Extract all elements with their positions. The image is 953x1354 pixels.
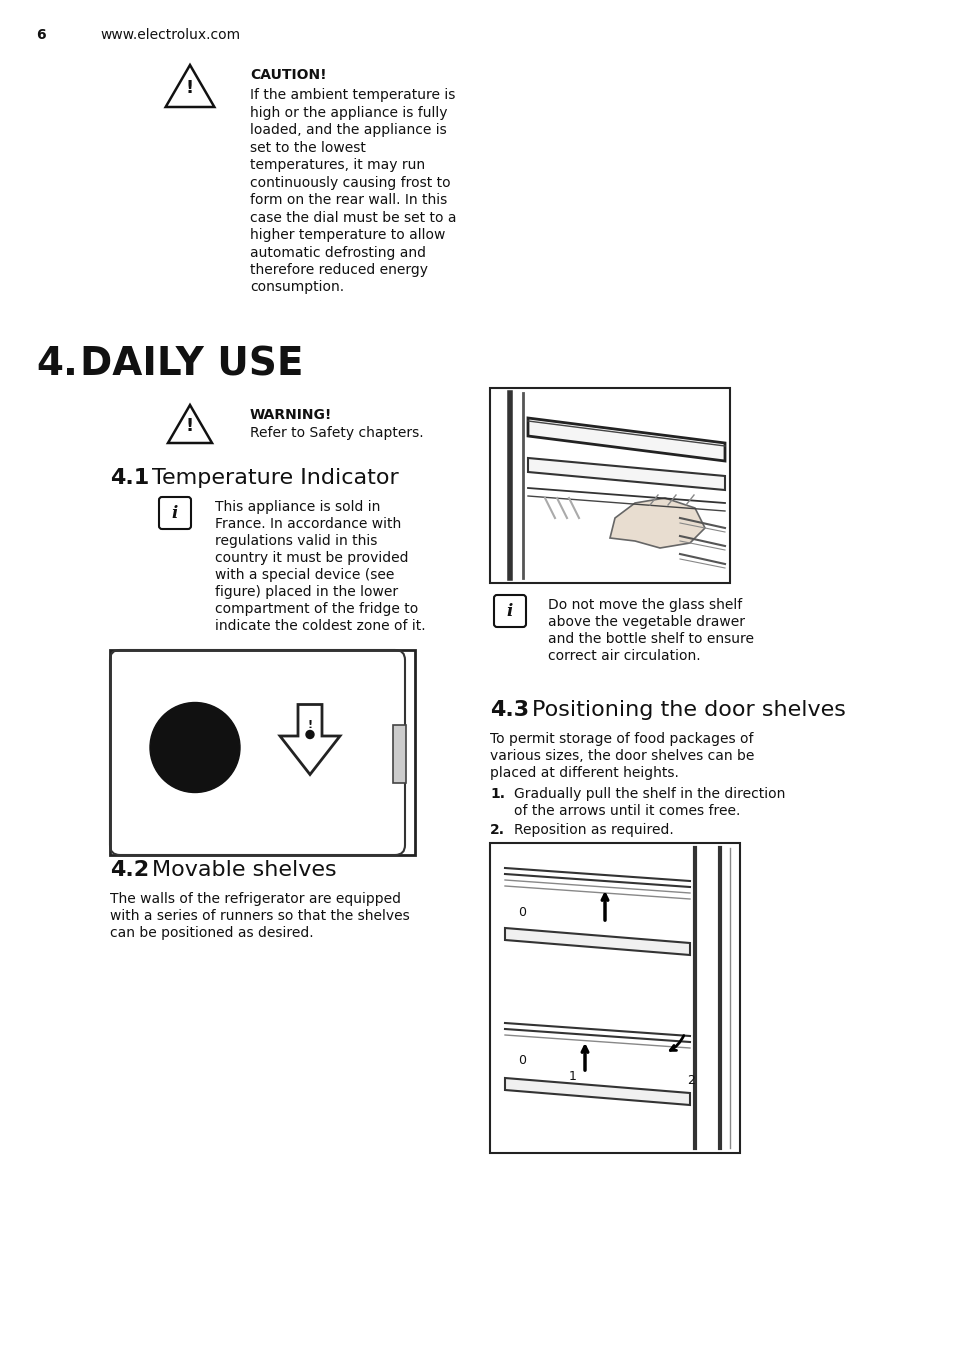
Text: DAILY USE: DAILY USE — [80, 345, 303, 383]
Polygon shape — [527, 418, 724, 460]
Text: i: i — [172, 505, 178, 523]
Polygon shape — [168, 405, 212, 443]
Bar — [490, 844, 740, 1154]
Text: To permit storage of food packages of: To permit storage of food packages of — [490, 733, 753, 746]
Text: loaded, and the appliance is: loaded, and the appliance is — [250, 123, 446, 137]
Text: Movable shelves: Movable shelves — [152, 860, 336, 880]
Text: 4.2: 4.2 — [110, 860, 149, 880]
Polygon shape — [504, 1078, 689, 1105]
Text: 0: 0 — [517, 906, 525, 919]
Text: Reposition as required.: Reposition as required. — [514, 823, 673, 837]
Text: higher temperature to allow: higher temperature to allow — [250, 227, 445, 242]
Circle shape — [306, 731, 314, 738]
Text: compartment of the fridge to: compartment of the fridge to — [214, 603, 417, 616]
Text: i: i — [506, 604, 513, 620]
Text: The walls of the refrigerator are equipped: The walls of the refrigerator are equipp… — [110, 892, 400, 906]
Text: and the bottle shelf to ensure: and the bottle shelf to ensure — [547, 632, 753, 646]
Text: CAUTION!: CAUTION! — [250, 68, 326, 83]
Text: figure) placed in the lower: figure) placed in the lower — [214, 585, 397, 598]
Bar — [490, 389, 729, 584]
Text: case the dial must be set to a: case the dial must be set to a — [250, 210, 456, 225]
Polygon shape — [504, 927, 689, 955]
Text: France. In accordance with: France. In accordance with — [214, 517, 401, 531]
Text: 1.: 1. — [490, 787, 504, 802]
Text: 0: 0 — [517, 1053, 525, 1067]
Text: country it must be provided: country it must be provided — [214, 551, 408, 565]
Text: Gradually pull the shelf in the direction: Gradually pull the shelf in the directio… — [514, 787, 784, 802]
Text: above the vegetable drawer: above the vegetable drawer — [547, 615, 744, 630]
Text: 4.3: 4.3 — [490, 700, 529, 720]
Text: 1: 1 — [568, 1070, 577, 1082]
Text: indicate the coldest zone of it.: indicate the coldest zone of it. — [214, 619, 425, 634]
Text: Temperature Indicator: Temperature Indicator — [152, 468, 398, 487]
Text: can be positioned as desired.: can be positioned as desired. — [110, 926, 314, 940]
Text: of the arrows until it comes free.: of the arrows until it comes free. — [514, 804, 740, 818]
Text: set to the lowest: set to the lowest — [250, 141, 366, 154]
Text: Refer to Safety chapters.: Refer to Safety chapters. — [250, 427, 423, 440]
Text: placed at different heights.: placed at different heights. — [490, 766, 679, 780]
Text: form on the rear wall. In this: form on the rear wall. In this — [250, 194, 447, 207]
Text: WARNING!: WARNING! — [250, 408, 332, 422]
Text: consumption.: consumption. — [250, 280, 344, 295]
Text: regulations valid in this: regulations valid in this — [214, 533, 377, 548]
Text: with a special device (see: with a special device (see — [214, 567, 394, 582]
Bar — [110, 650, 415, 854]
Circle shape — [150, 703, 240, 792]
Polygon shape — [166, 65, 214, 107]
Polygon shape — [609, 498, 704, 548]
Text: with a series of runners so that the shelves: with a series of runners so that the she… — [110, 909, 410, 923]
Text: !: ! — [186, 79, 193, 97]
Text: Positioning the door shelves: Positioning the door shelves — [532, 700, 845, 720]
Text: therefore reduced energy: therefore reduced energy — [250, 263, 428, 278]
Text: high or the appliance is fully: high or the appliance is fully — [250, 106, 447, 119]
Text: This appliance is sold in: This appliance is sold in — [214, 500, 380, 515]
Text: If the ambient temperature is: If the ambient temperature is — [250, 88, 455, 102]
FancyBboxPatch shape — [494, 594, 525, 627]
Text: 4.1: 4.1 — [110, 468, 149, 487]
Text: 2: 2 — [686, 1075, 694, 1087]
Text: correct air circulation.: correct air circulation. — [547, 649, 700, 663]
Bar — [393, 724, 406, 783]
Text: 4.: 4. — [36, 345, 78, 383]
Polygon shape — [527, 458, 724, 490]
Text: www.electrolux.com: www.electrolux.com — [100, 28, 240, 42]
Text: 2.: 2. — [490, 823, 504, 837]
Text: !: ! — [307, 719, 313, 730]
Text: 6: 6 — [36, 28, 46, 42]
Text: Do not move the glass shelf: Do not move the glass shelf — [547, 598, 741, 612]
Text: various sizes, the door shelves can be: various sizes, the door shelves can be — [490, 749, 754, 764]
Text: automatic defrosting and: automatic defrosting and — [250, 245, 426, 260]
Text: !: ! — [186, 417, 193, 435]
FancyBboxPatch shape — [159, 497, 191, 529]
Text: continuously causing frost to: continuously causing frost to — [250, 176, 450, 190]
Text: temperatures, it may run: temperatures, it may run — [250, 158, 425, 172]
